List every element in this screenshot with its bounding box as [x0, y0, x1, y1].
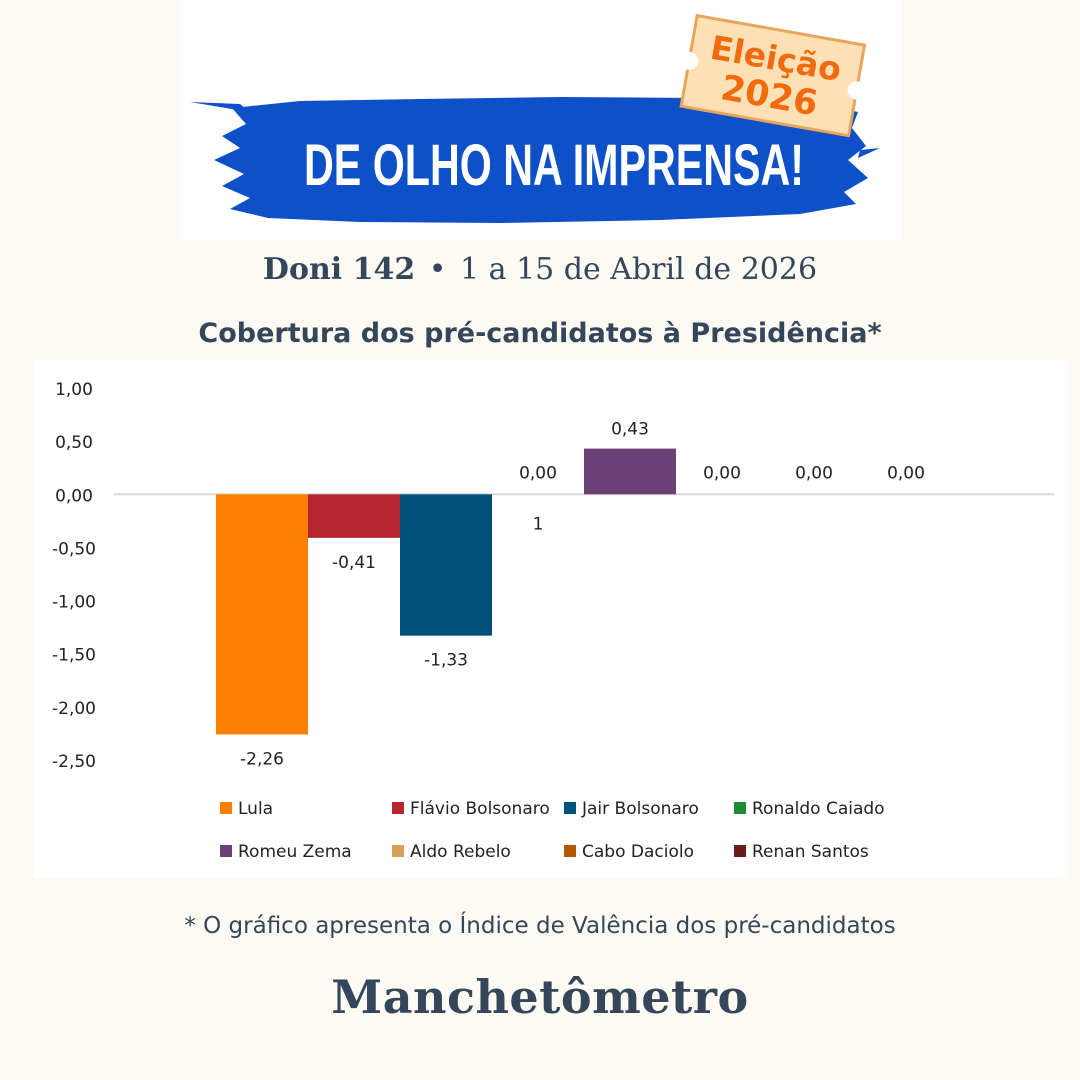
data-label: -0,41 — [332, 553, 376, 573]
data-label: 0,00 — [703, 463, 741, 483]
y-tick-label: -2,00 — [52, 699, 96, 719]
y-tick-label: -2,50 — [52, 752, 96, 772]
banner: DE OLHO NA IMPRENSA! Eleição 2026 — [190, 13, 880, 223]
data-label: 0,00 — [887, 463, 925, 483]
banner-headline: DE OLHO NA IMPRENSA! — [304, 133, 804, 198]
ticket-badge: Eleição 2026 — [679, 13, 867, 138]
y-tick-label: 1,00 — [55, 380, 93, 400]
legend-swatch — [220, 845, 232, 857]
bar-lula — [216, 494, 308, 735]
y-tick-label: -1,00 — [52, 593, 96, 613]
period: 1 a 15 de Abril de 2026 — [460, 252, 818, 287]
chart-title: Cobertura dos pré-candidatos à Presidênc… — [198, 318, 882, 349]
legend-label: Ronaldo Caiado — [752, 799, 885, 819]
y-tick-label: 0,50 — [55, 433, 93, 453]
data-label: 0,43 — [611, 420, 649, 440]
legend-label: Lula — [238, 799, 273, 819]
y-tick-label: -0,50 — [52, 539, 96, 559]
legend-swatch — [734, 802, 746, 814]
bar-romeu-zema — [584, 448, 676, 495]
y-tick-label: 0,00 — [55, 486, 93, 506]
chart-panel: 1,00 0,50 0,00 -0,50 -1,00 -1,50 -2,00 -2,50 -2,… — [34, 360, 1068, 878]
y-tick-label: -1,50 — [52, 646, 96, 666]
data-label: -2,26 — [240, 749, 284, 769]
legend-swatch — [392, 845, 404, 857]
legend-label: Cabo Daciolo — [582, 842, 694, 862]
data-label: 0,00 — [519, 463, 557, 483]
legend-label: Romeu Zema — [238, 842, 352, 862]
legend-label: Jair Bolsonaro — [581, 799, 699, 819]
data-label: -1,33 — [424, 651, 468, 671]
legend-label: Aldo Rebelo — [410, 842, 511, 862]
footnote: * O gráfico apresenta o Índice de Valênc… — [184, 913, 896, 939]
x-tick-label: 1 — [533, 514, 544, 534]
issue-number: Doni 142 — [262, 252, 416, 287]
bar-flavio-bolsonaro — [308, 494, 400, 538]
legend-swatch — [564, 802, 576, 814]
legend-swatch — [564, 845, 576, 857]
data-label: 0,00 — [795, 463, 833, 483]
separator-dot: • — [428, 252, 447, 287]
brand-logo: Manchetômetro — [331, 970, 749, 1024]
legend-swatch — [392, 802, 404, 814]
legend-swatch — [220, 802, 232, 814]
legend-label: Flávio Bolsonaro — [410, 799, 550, 819]
legend-label: Renan Santos — [752, 842, 869, 862]
legend-swatch — [734, 845, 746, 857]
edition-line: Doni 142 • 1 a 15 de Abril de 2026 — [0, 252, 1080, 287]
bar-chart: 1,00 0,50 0,00 -0,50 -1,00 -1,50 -2,00 -2,50 -2,… — [52, 380, 1054, 862]
bar-jair-bolsonaro — [400, 494, 492, 636]
brush-stroke — [214, 97, 868, 223]
